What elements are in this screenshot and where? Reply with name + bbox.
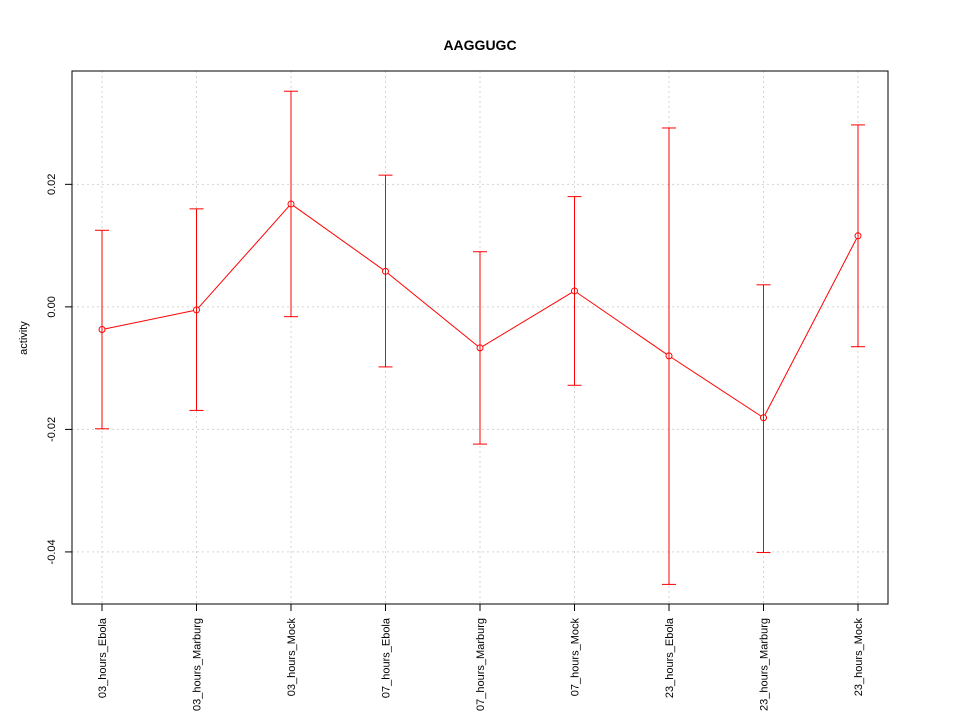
error-bars	[95, 90, 865, 585]
x-tick-label: 03_hours_Ebola	[97, 617, 109, 698]
y-tick-label: 0.02	[46, 174, 58, 195]
series-line-segment	[482, 292, 573, 347]
x-tick-label: 23_hours_Marburg	[759, 618, 771, 711]
data-point	[571, 287, 578, 295]
data-point	[854, 232, 862, 240]
x-tick-label: 23_hours_Mock	[853, 618, 865, 697]
x-tick-label: 03_hours_Marburg	[192, 618, 204, 711]
x-tick-label: 07_hours_Mock	[570, 618, 582, 697]
series-line-segment	[105, 310, 194, 330]
data-point	[665, 352, 673, 360]
series-line-segment	[671, 357, 762, 417]
y-axis-label: activity	[18, 321, 30, 355]
y-tick-label: -0.04	[46, 539, 58, 564]
data-points	[98, 200, 862, 422]
series-lines	[105, 205, 857, 417]
x-tick-label: 07_hours_Ebola	[381, 617, 393, 698]
x-axis: 03_hours_Ebola 03_hours_Marburg 03_hours_M…	[97, 604, 865, 711]
data-point	[476, 344, 484, 352]
series-line-segment	[576, 292, 667, 355]
data-point	[287, 200, 295, 208]
series-line-segment	[764, 238, 857, 416]
series-line-segment	[387, 272, 478, 347]
y-tick-label: -0.02	[46, 417, 58, 442]
x-tick-label: 07_hours_Marburg	[475, 618, 487, 711]
y-tick-label: 0.00	[46, 296, 58, 317]
x-tick-label: 03_hours_Mock	[286, 618, 298, 697]
x-tick-label: 23_hours_Ebola	[664, 617, 676, 698]
data-point	[760, 414, 767, 422]
series-line-segment	[198, 205, 290, 308]
data-point	[193, 306, 200, 314]
series-line-segment	[293, 205, 384, 270]
data-point	[98, 326, 106, 334]
y-axis: -0.04 -0.02 0.00 0.02	[46, 174, 72, 564]
chart-title: AAGGUGC	[443, 37, 516, 53]
data-point	[382, 267, 389, 275]
